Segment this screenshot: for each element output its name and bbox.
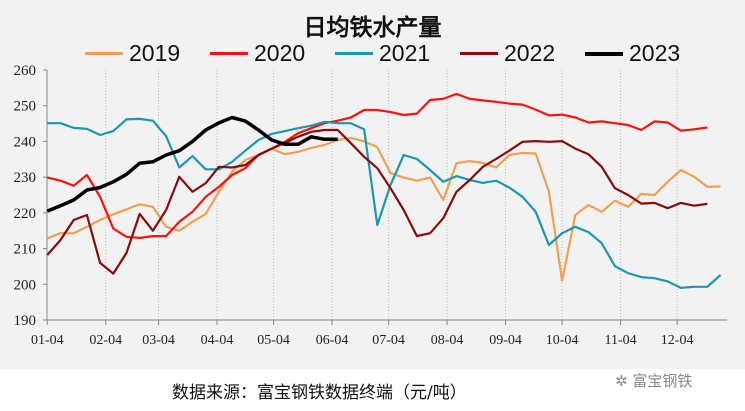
- source-note: 数据来源：富宝钢铁数据终端（元/吨）: [172, 383, 467, 403]
- watermark-text: 富宝钢铁: [632, 372, 693, 390]
- series-line-2022: [46, 128, 708, 275]
- y-tick-label: 210: [14, 242, 37, 258]
- y-tick-label: 250: [14, 99, 37, 115]
- x-tick-label: 05-04: [257, 333, 290, 348]
- x-tick-label: 09-04: [489, 333, 522, 348]
- x-tick-label: 10-04: [546, 333, 579, 348]
- legend-label: 2019: [129, 40, 181, 66]
- watermark: ✲ 富宝钢铁: [615, 370, 692, 391]
- x-tick-label: 08-04: [431, 333, 464, 348]
- plot-svg: 01-04 02-04 03-04 04-04 05-04 06-04 07-04 08-04…: [14, 63, 727, 348]
- legend-label: 2020: [254, 40, 306, 66]
- series-line-2021: [47, 117, 722, 289]
- legend-label: 2022: [504, 40, 556, 66]
- legend-item-2020: 2020: [210, 40, 335, 67]
- x-tick-label: 03-04: [142, 333, 175, 348]
- legend-item-2022: 2022: [460, 40, 585, 67]
- x-tick-label: 04-04: [201, 333, 234, 348]
- series-line-2020: [47, 92, 708, 239]
- x-tick-label: 12-04: [661, 333, 694, 348]
- legend-item-2021: 2021: [335, 40, 460, 67]
- legend-swatch: [585, 51, 623, 56]
- legend-label: 2023: [629, 40, 681, 66]
- x-tick-label: 01-04: [31, 333, 64, 348]
- legend: 2019 2020 2021 2022 2023: [85, 40, 710, 67]
- legend-item-2019: 2019: [85, 40, 210, 67]
- legend-swatch: [210, 52, 248, 55]
- x-tick-label: 06-04: [316, 333, 349, 348]
- y-tick-label: 200: [14, 277, 37, 293]
- y-tick-label: 230: [14, 170, 37, 186]
- chart-area: 日均铁水产量 2019 2020 2021 2022 2023 01-04 02-04 03…: [0, 0, 745, 369]
- y-tick-label: 240: [14, 134, 37, 150]
- legend-swatch: [85, 52, 123, 55]
- y-tick-label: 260: [14, 63, 37, 79]
- x-tick-label: 11-04: [604, 333, 636, 348]
- legend-item-2023: 2023: [585, 40, 710, 67]
- legend-swatch: [460, 52, 498, 55]
- x-tick-label: 02-04: [89, 333, 122, 348]
- x-tick-label: 07-04: [372, 333, 405, 348]
- legend-label: 2021: [379, 40, 431, 66]
- chart-title: 日均铁水产量: [303, 15, 442, 41]
- series-line-2019: [46, 136, 721, 282]
- legend-swatch: [335, 52, 373, 55]
- y-tick-label: 220: [14, 206, 37, 222]
- series-line-2023: [46, 115, 338, 213]
- wechat-icon: ✲: [615, 372, 633, 390]
- y-tick-label: 190: [14, 313, 37, 329]
